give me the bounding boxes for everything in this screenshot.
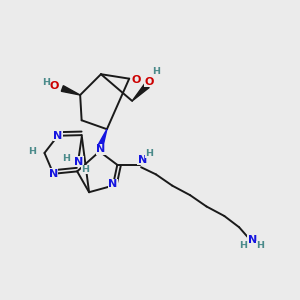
Text: H: H xyxy=(62,154,70,164)
Text: H: H xyxy=(81,165,89,174)
Text: N: N xyxy=(138,154,147,164)
Text: H: H xyxy=(145,149,153,158)
Polygon shape xyxy=(61,86,80,95)
Text: H: H xyxy=(42,78,50,87)
Polygon shape xyxy=(97,129,107,150)
Text: N: N xyxy=(53,131,62,141)
Polygon shape xyxy=(132,83,149,101)
Text: H: H xyxy=(28,147,36,156)
Text: O: O xyxy=(144,77,154,87)
Text: N: N xyxy=(248,235,257,245)
Text: H: H xyxy=(256,241,264,250)
Text: O: O xyxy=(131,75,140,85)
Text: N: N xyxy=(74,157,83,167)
Text: N: N xyxy=(108,179,118,189)
Text: N: N xyxy=(96,144,105,154)
Text: H: H xyxy=(152,67,160,76)
Text: N: N xyxy=(49,169,58,179)
Text: H: H xyxy=(239,241,247,250)
Text: O: O xyxy=(50,81,59,91)
